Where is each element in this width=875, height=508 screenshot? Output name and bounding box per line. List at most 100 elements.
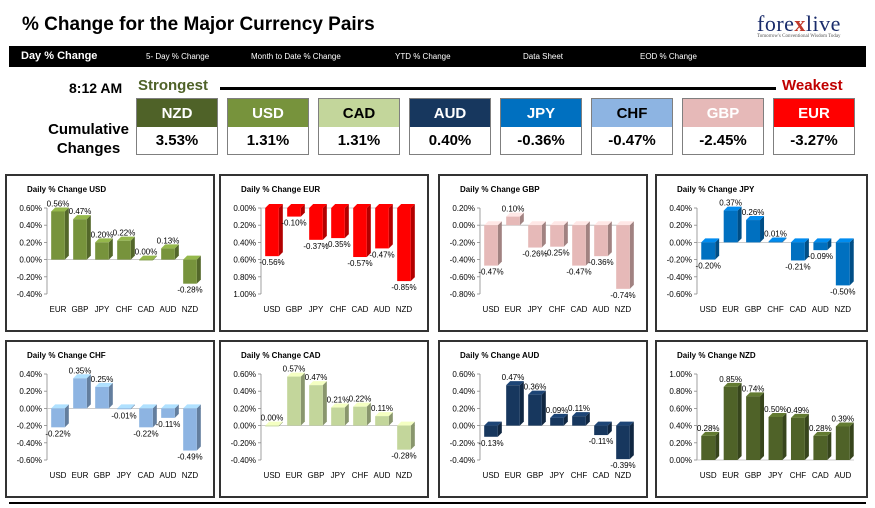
data-label: 0.28% [697,424,720,433]
currency-name: USD [228,99,308,127]
bar-chf [572,412,590,426]
data-label: -0.50% [830,287,855,296]
bar-usd [484,421,502,437]
data-label: 0.01% [764,230,787,239]
tab-day-change[interactable]: Day % Change [21,50,98,62]
bar-nzd [397,204,415,282]
x-category-label: USD [264,471,281,480]
data-label: -0.11% [156,420,181,429]
data-label: -0.13% [478,439,503,448]
bar-eur [506,381,524,426]
y-tick-label: 0.40% [669,204,692,213]
tab-eod-change[interactable]: EOD % Change [640,52,697,61]
logo-text-part-1: fore [757,11,795,36]
data-label: 0.50% [764,405,787,414]
currency-cumulative-value: -3.27% [774,127,854,154]
chart-panel-2: Daily % Change EUR 0.00% 0.20% 0.40% 0.60% 0.… [219,174,429,332]
y-tick-label: 0.20% [19,238,42,247]
y-tick-label: 0.20% [233,221,256,230]
bar-aud [594,221,612,257]
x-category-label: GBP [527,471,544,480]
data-label: 0.56% [47,199,70,208]
bar-aud [161,404,179,418]
x-category-label: EUR [505,471,522,480]
y-tick-label: 0.20% [19,387,42,396]
x-category-label: USD [50,471,67,480]
x-category-label: USD [483,305,500,314]
data-label: 0.39% [831,414,854,423]
bar-chart: Daily % Change NZD 1.00% 0.80% 0.60% 0.40% 0.… [669,351,854,480]
data-label: 0.09% [546,406,569,415]
data-label: -0.35% [325,240,350,249]
y-tick-label: -0.20% [667,256,692,265]
y-tick-label: 0.00% [669,238,692,247]
logo-tagline: Tomorrow's Conventional Wisdom Today [757,34,841,39]
tab-data-sheet[interactable]: Data Sheet [523,52,564,61]
data-label: 0.47% [305,373,328,382]
currency-cumulative-value: 1.31% [228,127,308,154]
x-category-label: CAD [571,305,588,314]
y-tick-label: 0.60% [452,370,475,379]
y-tick-label: -0.40% [450,456,475,465]
currency-name: EUR [774,99,854,127]
currency-cumulative-value: -0.36% [501,127,581,154]
data-label: 0.10% [502,205,525,214]
strongest-label: Strongest [138,77,209,94]
x-category-label: JPY [309,305,324,314]
x-category-label: EUR [505,305,522,314]
bar-jpy [550,413,568,426]
currency-box-usd: USD 1.31% [227,98,309,155]
data-label: -0.21% [785,262,810,271]
data-label: 0.11% [568,404,590,413]
tab-bar: Day % Change 5- Day % Change Month to Da… [9,46,866,67]
y-tick-label: 0.80% [233,273,256,282]
tab-month-to-date-change[interactable]: Month to Date % Change [251,52,341,61]
chart-panel-4: Daily % Change JPY 0.40% 0.20% 0.00% -0.20% -… [655,174,868,332]
bar-chf [550,221,568,247]
x-category-label: JPY [528,305,543,314]
y-tick-label: 0.00% [452,422,475,431]
bar-nzd [183,404,201,451]
strength-arrow-line [220,87,776,90]
data-label: -0.49% [177,453,202,462]
data-label: -0.47% [478,268,503,277]
bar-nzd [616,221,634,289]
x-category-label: GBP [286,305,303,314]
tab-ytd-change[interactable]: YTD % Change [395,52,451,61]
x-category-label: GBP [745,305,762,314]
tab-5-day-change[interactable]: 5- Day % Change [146,52,210,61]
bar-cad [572,221,590,266]
y-tick-label: -0.40% [231,456,256,465]
currency-box-gbp: GBP -2.45% [682,98,764,155]
x-category-label: USD [264,305,281,314]
bar-chf [790,413,809,460]
timestamp: 8:12 AM [69,80,123,96]
logo-x: x [794,11,806,36]
data-label: -0.28% [177,286,202,295]
page-title: % Change for the Major Currency Pairs [22,14,375,35]
y-tick-label: 0.60% [233,256,256,265]
logo-wordmark: forexlive [757,11,857,37]
x-category-label: CAD [593,471,610,480]
bar-aud [835,422,854,460]
y-tick-label: 0.00% [19,256,42,265]
bar-gbp [309,381,327,426]
data-label: 0.11% [371,404,393,413]
chart-title: Daily % Change JPY [677,185,755,194]
currency-box-jpy: JPY -0.36% [500,98,582,155]
data-label: 0.49% [787,406,810,415]
data-label: -0.39% [610,461,635,470]
x-category-label: CAD [352,305,369,314]
data-label: -0.57% [347,259,372,268]
y-tick-label: 0.00% [452,221,475,230]
bar-eur [51,207,69,260]
forexlive-logo[interactable]: forexlive Tomorrow's Conventional Wisdom… [757,11,857,45]
bar-eur [287,372,305,426]
x-category-label: EUR [722,471,739,480]
x-category-label: CHF [571,471,588,480]
weakest-label: Weakest [782,77,843,94]
currency-name: NZD [137,99,217,127]
bar-aud [813,238,832,251]
bar-gbp [73,215,91,260]
x-category-label: JPY [95,305,110,314]
